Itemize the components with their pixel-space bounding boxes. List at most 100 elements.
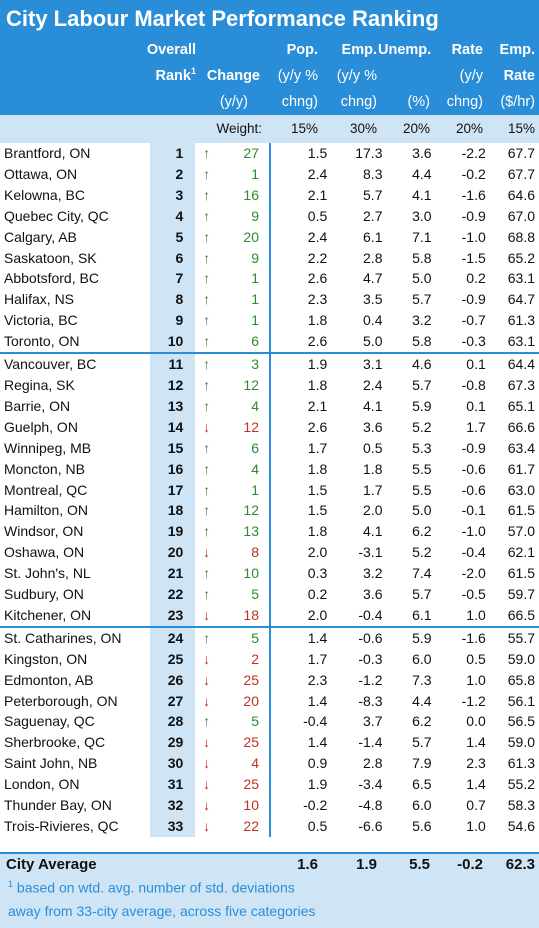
emp-rate: 61.5 (507, 565, 535, 582)
city-name: Montreal, QC (4, 481, 88, 498)
pop-change: 1.8 (307, 312, 328, 329)
city-name: Toronto, ON (4, 333, 80, 350)
rank-value: 8 (150, 289, 196, 311)
table-row: London, ON 31 ↓ 25 1.9 -3.4 6.5 1.4 55.2 (0, 774, 539, 796)
table-row: Hamilton, ON 18 ↑ 12 1.5 2.0 5.0 -0.1 61.5 (0, 500, 539, 522)
footnote: 1 based on wtd. avg. number of std. devi… (0, 876, 539, 928)
emp-change: 3.1 (327, 352, 383, 375)
change-arrow-icon: ↑ (203, 249, 211, 266)
change-arrow-icon: ↑ (203, 207, 211, 224)
unemp-rate-change: 0.0 (466, 713, 486, 730)
unemp-rate: 5.7 (412, 376, 432, 393)
emp-rate: 59.0 (507, 734, 535, 751)
rank-header: Rank1 (130, 63, 196, 89)
pop-header: Pop. (286, 42, 318, 58)
rank-value: 13 (150, 395, 196, 417)
change-arrow-icon: ↑ (203, 312, 211, 329)
unemp-rate-change: -0.9 (461, 207, 486, 224)
change-arrow-icon: ↓ (203, 692, 211, 709)
emp-change: 3.7 (363, 713, 383, 730)
emp-header-line2: (y/y % (336, 68, 377, 84)
emp-rate: 59.7 (507, 586, 535, 603)
change-arrow-icon: ↓ (203, 418, 211, 435)
unemp-rate: 6.0 (412, 797, 432, 814)
pop-change: 2.6 (307, 270, 328, 287)
emp-rate: 64.7 (507, 291, 535, 308)
table-row: Peterborough, ON 27 ↓ 20 1.4 -8.3 4.4 -1.2 56.1 (0, 690, 539, 712)
table-row: Oshawa, ON 20 ↓ 8 2.0 -3.1 5.2 -0.4 62.1 (0, 542, 539, 564)
rank-change: 2 (217, 648, 272, 670)
unemp-rate-change: -1.0 (461, 228, 486, 245)
city-name: Barrie, ON (4, 397, 71, 414)
change-arrow-icon: ↓ (203, 671, 211, 688)
emp-change: 5.7 (363, 186, 383, 203)
table-row: Toronto, ON 10 ↑ 6 2.6 5.0 5.8 -0.3 63.1 (0, 331, 539, 354)
unemp-rate: 5.7 (412, 586, 432, 603)
emp-rate: 61.3 (507, 312, 535, 329)
average-urate: -0.2 (457, 856, 483, 873)
unemp-rate: 5.7 (412, 734, 432, 751)
rank-change: 4 (217, 395, 272, 417)
emp-rate: 56.5 (507, 713, 535, 730)
emp-rate: 63.1 (507, 270, 535, 287)
city-name: Halifax, NS (4, 291, 75, 308)
emp-rate: 61.5 (507, 502, 535, 519)
pop-change: 2.1 (307, 186, 328, 203)
pop-change: 1.8 (307, 376, 328, 393)
table-row: Montreal, QC 17 ↑ 1 1.5 1.7 5.5 -0.6 63.0 (0, 479, 539, 501)
rank-change: 1 (217, 163, 272, 185)
unemp-rate-change: 0.1 (466, 397, 486, 414)
table-row: Halifax, NS 8 ↑ 1 2.3 3.5 5.7 -0.9 64.7 (0, 289, 539, 311)
emp-change: 2.8 (363, 249, 383, 266)
unemp-rate-change: 1.0 (466, 818, 486, 834)
average-unemp: 5.5 (409, 856, 430, 873)
rank-value: 15 (150, 437, 196, 459)
change-arrow-icon: ↑ (195, 625, 218, 649)
change-arrow-icon: ↑ (203, 502, 211, 519)
pop-change: 1.7 (307, 439, 328, 456)
pop-change: 1.9 (270, 352, 328, 375)
rank-change: 13 (217, 521, 272, 543)
city-name: Ottawa, ON (4, 165, 78, 182)
weight-pop: 15% (290, 121, 318, 136)
rank-value: 14 (150, 416, 196, 438)
table-row: Kelowna, BC 3 ↑ 16 2.1 5.7 4.1 -1.6 64.6 (0, 184, 539, 206)
unemp-rate: 4.1 (412, 186, 432, 203)
unemp-rate-change: 1.4 (466, 734, 486, 751)
table-row: St. John's, NL 21 ↑ 10 0.3 3.2 7.4 -2.0 61.5 (0, 563, 539, 585)
city-name: Victoria, BC (4, 312, 78, 329)
unemp-rate: 4.4 (412, 692, 432, 709)
rank-change: 25 (217, 669, 272, 691)
emp-rate: 63.0 (507, 481, 535, 498)
rank-value: 30 (150, 753, 196, 775)
pop-change: -0.2 (303, 797, 328, 814)
city-name: London, ON (4, 776, 80, 793)
emp-change: -3.1 (358, 544, 383, 561)
unemp-rate: 4.6 (382, 352, 432, 375)
city-name: Calgary, AB (4, 228, 77, 245)
emp-change: 2.7 (363, 207, 383, 224)
emp-rate: 59.0 (507, 650, 535, 667)
rank-change: 25 (217, 732, 272, 754)
table-row: Windsor, ON 19 ↑ 13 1.8 4.1 6.2 -1.0 57.0 (0, 521, 539, 543)
unemp-rate-change: -0.5 (461, 586, 486, 603)
unemp-rate-change: 0.1 (431, 352, 486, 375)
change-arrow-icon: ↓ (203, 606, 211, 623)
rank-change: 9 (217, 247, 272, 269)
emp-change: -3.4 (358, 776, 383, 793)
city-name: Kitchener, ON (4, 606, 92, 623)
emp-change: 2.0 (363, 502, 383, 519)
rank-change: 27 (217, 143, 272, 164)
change-arrow-icon: ↓ (203, 776, 211, 793)
emp-rate: 55.7 (485, 625, 539, 649)
change-arrow-icon: ↑ (203, 376, 211, 393)
rank-value: 21 (150, 563, 196, 585)
rank-value: 28 (150, 711, 196, 733)
rank-change: 12 (217, 416, 272, 438)
table-row: Saskatoon, SK 6 ↑ 9 2.2 2.8 5.8 -1.5 65.2 (0, 247, 539, 269)
rank-change: 10 (217, 563, 272, 585)
urate-header-line2: (y/y (459, 68, 483, 84)
unemp-rate: 5.5 (412, 481, 432, 498)
emp-change: 8.3 (363, 165, 383, 182)
footnote-text1: based on wtd. avg. number of std. deviat… (13, 879, 295, 896)
